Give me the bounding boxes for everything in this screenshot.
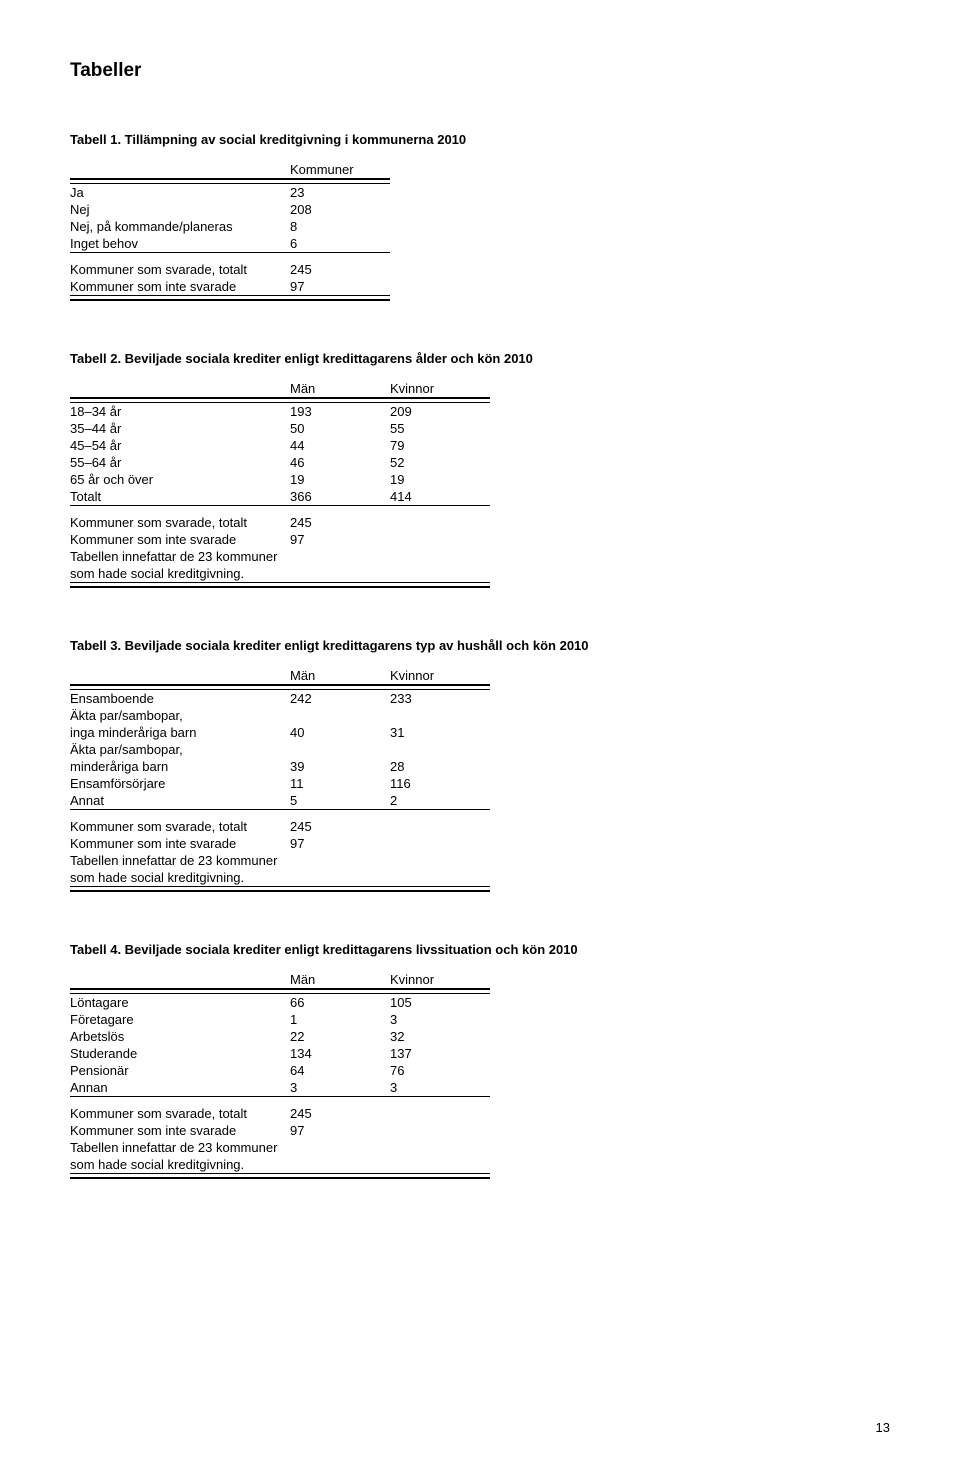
table-row: Totalt366414	[70, 488, 490, 505]
table-2-body: MänKvinnor 18–34 år193209 35–44 år5055 4…	[70, 380, 490, 588]
footer-row: Kommuner som inte svarade97	[70, 278, 390, 295]
table-row: Annat52	[70, 792, 490, 809]
footer-row: som hade social kreditgivning.	[70, 869, 490, 886]
table-row: Nej, på kommande/planeras8	[70, 218, 390, 235]
footer-row: Kommuner som svarade, totalt245	[70, 514, 490, 531]
table-row: Ja23	[70, 184, 390, 201]
table-row: Ensamförsörjare11116	[70, 775, 490, 792]
table-row: Annan33	[70, 1079, 490, 1096]
table-4-caption: Tabell 4. Beviljade sociala krediter enl…	[70, 942, 890, 957]
table-row: inga minderåriga barn4031	[70, 724, 490, 741]
col-header-women: Kvinnor	[390, 380, 490, 397]
page-number: 13	[876, 1420, 890, 1435]
col-header: Kommuner	[290, 161, 390, 178]
table-1-caption: Tabell 1. Tillämpning av social kreditgi…	[70, 132, 890, 147]
col-header-women: Kvinnor	[390, 667, 490, 684]
col-header-men: Män	[290, 971, 390, 988]
table-row: Inget behov6	[70, 235, 390, 252]
footer-row: Kommuner som inte svarade97	[70, 531, 490, 548]
table-row: Studerande134137	[70, 1045, 490, 1062]
footer-row: som hade social kreditgivning.	[70, 565, 490, 582]
table-row: Äkta par/sambopar,	[70, 741, 490, 758]
table-1-body: Kommuner Ja23 Nej208 Nej, på kommande/pl…	[70, 161, 390, 301]
table-row: Ensamboende242233	[70, 690, 490, 707]
table-3-body: MänKvinnor Ensamboende242233 Äkta par/sa…	[70, 667, 490, 892]
table-row: 55–64 år4652	[70, 454, 490, 471]
table-row: Företagare13	[70, 1011, 490, 1028]
col-header-men: Män	[290, 380, 390, 397]
footer-row: Kommuner som svarade, totalt245	[70, 818, 490, 835]
table-row: 65 år och över1919	[70, 471, 490, 488]
footer-row: Kommuner som svarade, totalt245	[70, 261, 390, 278]
col-header-women: Kvinnor	[390, 971, 490, 988]
table-4: Tabell 4. Beviljade sociala krediter enl…	[70, 942, 890, 1179]
table-row: 35–44 år5055	[70, 420, 490, 437]
footer-row: Kommuner som svarade, totalt245	[70, 1105, 490, 1122]
table-3-caption: Tabell 3. Beviljade sociala krediter enl…	[70, 638, 890, 653]
col-header-men: Män	[290, 667, 390, 684]
table-row: Pensionär6476	[70, 1062, 490, 1079]
table-row: Äkta par/sambopar,	[70, 707, 490, 724]
table-2-caption: Tabell 2. Beviljade sociala krediter enl…	[70, 351, 890, 366]
footer-row: Tabellen innefattar de 23 kommuner	[70, 548, 490, 565]
table-3: Tabell 3. Beviljade sociala krediter enl…	[70, 638, 890, 892]
table-row: 45–54 år4479	[70, 437, 490, 454]
footer-row: Kommuner som inte svarade97	[70, 835, 490, 852]
table-2: Tabell 2. Beviljade sociala krediter enl…	[70, 351, 890, 588]
page-title: Tabeller	[70, 60, 890, 82]
table-row: Nej208	[70, 201, 390, 218]
table-row: Löntagare66105	[70, 994, 490, 1011]
footer-row: Kommuner som inte svarade97	[70, 1122, 490, 1139]
table-row: 18–34 år193209	[70, 403, 490, 420]
table-1: Tabell 1. Tillämpning av social kreditgi…	[70, 132, 890, 301]
table-4-body: MänKvinnor Löntagare66105 Företagare13 A…	[70, 971, 490, 1179]
footer-row: Tabellen innefattar de 23 kommuner	[70, 852, 490, 869]
table-row: minderåriga barn3928	[70, 758, 490, 775]
footer-row: som hade social kreditgivning.	[70, 1156, 490, 1173]
table-row: Arbetslös2232	[70, 1028, 490, 1045]
footer-row: Tabellen innefattar de 23 kommuner	[70, 1139, 490, 1156]
